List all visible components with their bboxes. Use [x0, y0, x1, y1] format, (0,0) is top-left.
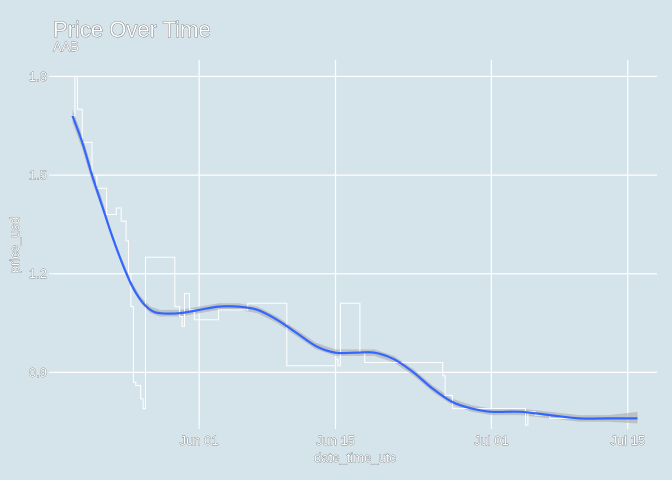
y-axis-label: price_usd [7, 217, 22, 273]
y-tick-label: 1.8 [29, 69, 47, 84]
x-tick-label: Jul 15 [610, 433, 645, 448]
chart-subtitle: AAB [53, 39, 79, 54]
y-tick-label: 1.2 [29, 266, 47, 281]
x-tick-label: Jun 01 [180, 433, 219, 448]
x-tick-label: Jul 01 [474, 433, 509, 448]
x-axis-label: date_time_utc [314, 450, 396, 465]
x-tick-label: Jun 15 [316, 433, 355, 448]
y-tick-label: 0.9 [29, 365, 47, 380]
y-tick-label: 1.5 [29, 168, 47, 183]
